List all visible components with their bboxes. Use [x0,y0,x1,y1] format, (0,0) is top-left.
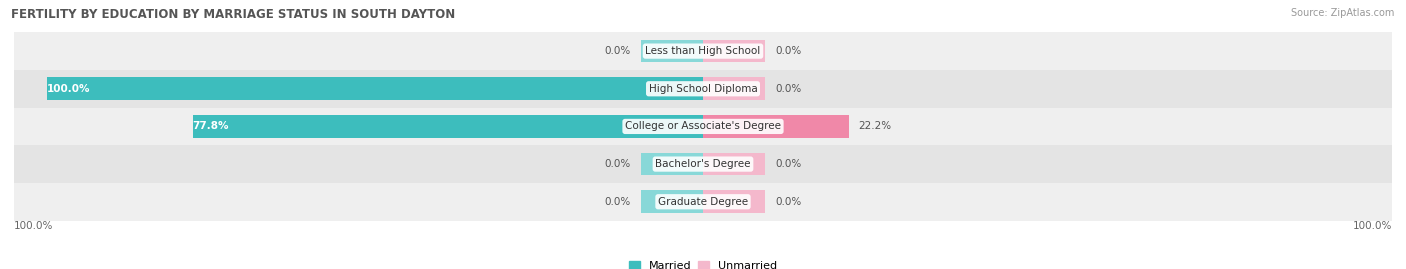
Bar [14,145,1392,183]
Bar [703,40,765,62]
Bar [641,190,703,213]
Bar [14,70,1392,108]
Bar [14,183,1392,221]
Text: Less than High School: Less than High School [645,46,761,56]
Text: 22.2%: 22.2% [859,121,891,132]
Bar [703,190,765,213]
Bar [703,77,765,100]
Text: 0.0%: 0.0% [605,46,631,56]
Text: 100.0%: 100.0% [14,221,53,231]
Text: 100.0%: 100.0% [1353,221,1392,231]
Bar [641,153,703,175]
Bar [641,40,703,62]
Bar [46,77,703,100]
Text: 0.0%: 0.0% [605,159,631,169]
Text: High School Diploma: High School Diploma [648,84,758,94]
Text: 77.8%: 77.8% [193,121,229,132]
Text: FERTILITY BY EDUCATION BY MARRIAGE STATUS IN SOUTH DAYTON: FERTILITY BY EDUCATION BY MARRIAGE STATU… [11,8,456,21]
Bar [14,108,1392,145]
Text: Bachelor's Degree: Bachelor's Degree [655,159,751,169]
Text: 0.0%: 0.0% [775,84,801,94]
Text: 0.0%: 0.0% [775,46,801,56]
Bar [703,115,849,138]
Text: Source: ZipAtlas.com: Source: ZipAtlas.com [1291,8,1395,18]
Text: 0.0%: 0.0% [775,197,801,207]
Legend: Married, Unmarried: Married, Unmarried [624,256,782,269]
Text: College or Associate's Degree: College or Associate's Degree [626,121,780,132]
Text: Graduate Degree: Graduate Degree [658,197,748,207]
Bar [193,115,703,138]
Text: 0.0%: 0.0% [775,159,801,169]
Text: 100.0%: 100.0% [46,84,90,94]
Bar [703,153,765,175]
Bar [14,32,1392,70]
Text: 0.0%: 0.0% [605,197,631,207]
